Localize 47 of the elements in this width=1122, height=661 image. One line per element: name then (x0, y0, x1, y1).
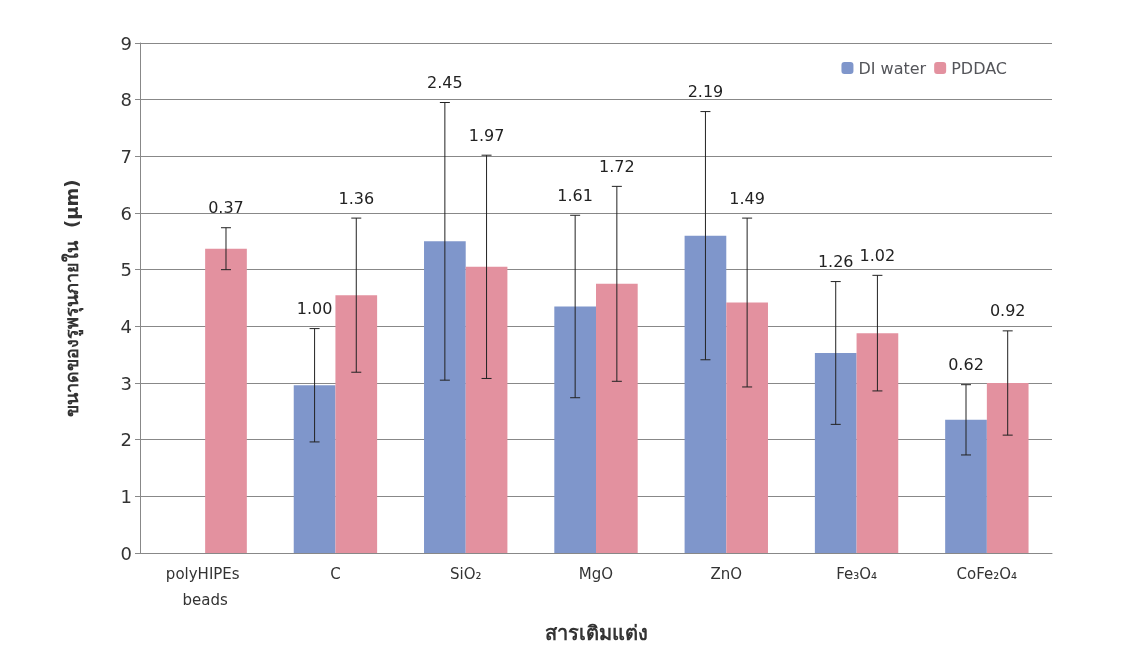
annotation: 1.61 (557, 185, 593, 205)
x-tick-label: MgO (578, 565, 614, 583)
bar (986, 383, 1029, 553)
legend-label: PDDAC (951, 58, 1007, 78)
annotation: 0.92 (989, 301, 1026, 321)
y-tick-label: 1 (120, 485, 132, 507)
x-tick-label: polyHIPEs beads (165, 565, 245, 609)
x-tick-label: SiO₂ (449, 565, 482, 583)
annotation: 1.00 (296, 299, 333, 319)
y-tick-label: 4 (120, 315, 132, 337)
y-tick-label: 3 (120, 372, 132, 394)
annotation: 1.36 (338, 188, 375, 208)
annotation: 1.02 (859, 245, 896, 265)
annotation: 2.45 (427, 73, 463, 92)
x-axis-title: สารเติมแต่ง (544, 621, 648, 645)
bar (205, 248, 247, 553)
annotation: 1.72 (599, 156, 635, 176)
bar (684, 235, 727, 553)
bar (465, 266, 508, 553)
x-tick-label: Fe₃O₄ (836, 565, 878, 583)
y-tick-label: 8 (120, 89, 132, 111)
x-tick-label: ZnO (710, 565, 743, 583)
y-axis-title: ขนาดของรูพรุนภายใน (µm) (60, 179, 84, 417)
y-tick-label: 2 (120, 429, 132, 451)
annotation: 1.49 (729, 188, 765, 208)
bar (945, 419, 987, 553)
bar (424, 241, 466, 553)
y-tick-label: 6 (120, 202, 132, 224)
x-tick-label: C (330, 565, 341, 583)
annotation: 1.26 (817, 252, 854, 272)
bar (596, 283, 638, 553)
annotation: 0.62 (948, 355, 984, 375)
bar (554, 306, 596, 553)
annotation: 1.97 (468, 125, 505, 145)
y-tick-label: 7 (120, 145, 132, 167)
bar (814, 352, 857, 553)
annotation: 2.19 (687, 82, 724, 102)
bar (856, 333, 899, 553)
y-tick-label: 5 (120, 259, 132, 281)
bar (335, 295, 378, 553)
x-tick-label: CoFe₂O₄ (956, 565, 1018, 583)
annotation: 0.37 (208, 198, 244, 218)
bar (293, 385, 336, 553)
legend-label: DI water (858, 58, 927, 78)
y-tick-label: 0 (120, 542, 132, 564)
y-tick-label: 9 (120, 32, 132, 54)
bar (726, 302, 768, 553)
